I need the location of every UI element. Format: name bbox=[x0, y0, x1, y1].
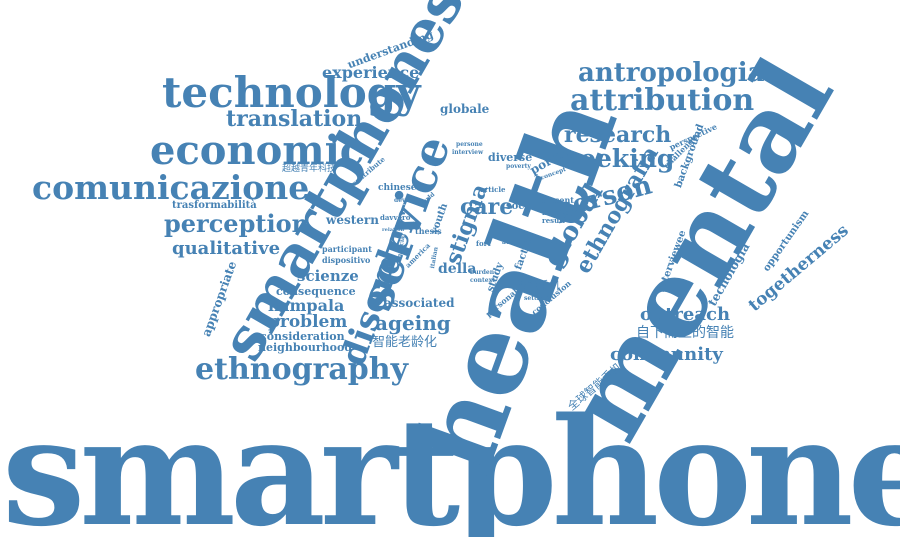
word-care: care bbox=[460, 194, 514, 220]
word-seeking: seeking bbox=[566, 144, 675, 173]
word-globale: globale bbox=[440, 102, 490, 116]
word-attribution: attribution bbox=[570, 83, 755, 118]
word-chinese: chinese bbox=[378, 183, 417, 193]
word-comunicazione: comunicazione bbox=[32, 168, 310, 207]
word-consideration: consideration bbox=[260, 330, 345, 343]
word-smartphone: smartphone bbox=[2, 385, 900, 537]
word-experience: experience bbox=[322, 63, 420, 82]
word-scienze: scienze bbox=[297, 267, 359, 285]
word-outreach: outreach bbox=[640, 304, 731, 325]
word-davvero: davvero bbox=[380, 213, 411, 222]
word-context: context bbox=[470, 277, 495, 284]
word-antropologia: antropologia bbox=[578, 58, 765, 88]
word-research: research bbox=[564, 122, 672, 148]
word-fort: fort bbox=[476, 239, 491, 248]
word-burden: burden bbox=[470, 269, 495, 276]
word-zh-shouji: 智能手机 bbox=[516, 279, 560, 292]
word-kampala: kampala bbox=[268, 296, 345, 315]
word-mobile: mobile bbox=[542, 208, 569, 217]
word-interview: interview bbox=[452, 149, 484, 156]
word-result: result bbox=[542, 216, 566, 225]
word-consequence: consequence bbox=[276, 285, 356, 298]
word-translation: translation bbox=[226, 106, 363, 132]
word-thesis: thesis bbox=[415, 226, 442, 236]
word-associated: associated bbox=[384, 296, 455, 310]
word-neighbourhood: neighbourhood bbox=[258, 341, 353, 354]
word-technology: technology bbox=[162, 68, 421, 117]
word-ethnography: ethnography bbox=[195, 352, 409, 387]
word-economic: economic bbox=[150, 127, 365, 174]
word-trasformabilita: trasformabilità bbox=[172, 200, 257, 211]
word-relation: relation bbox=[382, 227, 405, 233]
word-ageing: ageing bbox=[375, 311, 451, 335]
word-western: western bbox=[326, 213, 379, 227]
word-zh-zixia: 自下而上的智能 bbox=[636, 325, 734, 341]
word-device: device bbox=[394, 197, 416, 204]
word-persone: persone bbox=[456, 141, 483, 148]
word-poverty: poverty bbox=[506, 163, 531, 170]
word-dispositivo: dispositivo bbox=[322, 255, 371, 265]
word-qualitative: qualitative bbox=[172, 238, 281, 259]
word-problem: problem bbox=[268, 312, 348, 332]
word-community: community bbox=[610, 344, 723, 365]
word-author: author bbox=[502, 239, 525, 246]
word-article: article bbox=[480, 185, 506, 194]
word-diverse: diverse bbox=[488, 151, 533, 164]
word-zh-laolinghua: 智能老龄化 bbox=[372, 335, 438, 350]
word-della: della bbox=[438, 261, 477, 277]
word-perception: perception bbox=[164, 209, 310, 238]
word-social: social bbox=[506, 201, 539, 212]
word-present: present bbox=[540, 195, 575, 205]
word-zh-chaoyue: 超越青年科技 bbox=[282, 164, 337, 174]
word-participant: participant bbox=[322, 244, 372, 254]
word-setting: setting bbox=[524, 295, 548, 302]
